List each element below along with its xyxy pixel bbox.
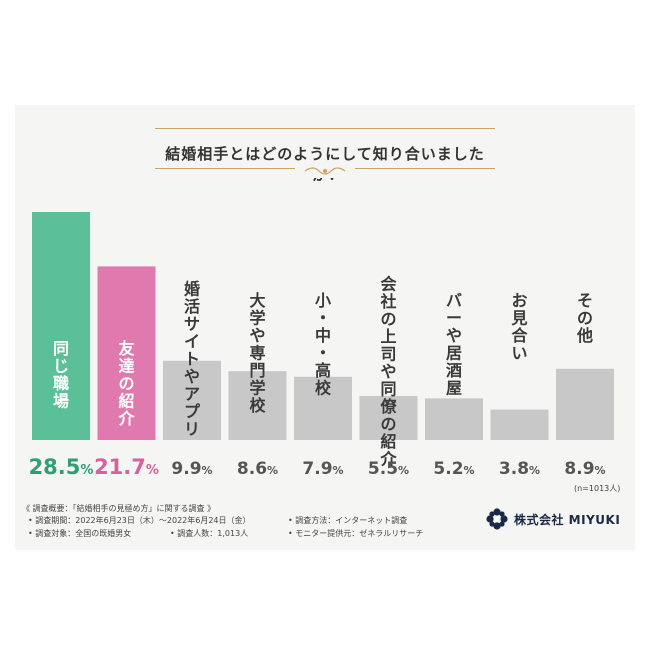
category-label-4: 大学や専門学校: [249, 291, 266, 415]
title-rule-top: [155, 128, 495, 129]
value-label-1: 28.5%: [29, 455, 94, 479]
bar-1: [32, 212, 90, 440]
value-label-7: 5.2%: [433, 459, 474, 479]
category-label-9: その他: [576, 291, 593, 345]
company-logo: 株式会社 MIYUKI: [486, 508, 620, 530]
survey-count: • 調査人数：1,013人: [170, 529, 249, 538]
sample-note: (n=1013人): [574, 484, 621, 493]
category-label-8: お見合い: [510, 291, 528, 363]
survey-target: • 調査対象：全国の既婚男女: [28, 529, 132, 538]
category-label-7: バーや居酒屋: [446, 291, 462, 398]
category-label-1: 同じ職場: [53, 339, 69, 411]
bar-6: [359, 396, 418, 440]
ornament-icon: [295, 164, 355, 178]
survey-provider: • モニター提供元：ゼネラルリサーチ: [288, 529, 424, 538]
category-label-6: 会社の上司や同僚の紹介: [379, 275, 397, 469]
value-label-3: 9.9%: [171, 459, 212, 479]
survey-period: • 調査期間：2022年6月23日（木）～2022年6月24日（金）: [28, 516, 251, 525]
company-name: 株式会社 MIYUKI: [514, 512, 621, 527]
bar-4: [228, 371, 287, 440]
value-label-6: 5.5%: [368, 459, 409, 479]
bar-2: [97, 266, 156, 440]
value-label-8: 3.8%: [499, 459, 540, 479]
bar-7: [425, 398, 483, 440]
bar-5: [294, 376, 352, 440]
value-label-5: 7.9%: [302, 459, 343, 479]
bar-9: [556, 368, 614, 440]
survey-method: • 調査方法：インターネット調査: [288, 516, 408, 525]
value-label-4: 8.6%: [237, 459, 278, 479]
survey-overview: 《 調査概要：「結婚相手の見極め方」に関する調査 》: [22, 504, 216, 513]
value-label-2: 21.7%: [94, 455, 159, 479]
category-label-2: 友達の紹介: [117, 339, 135, 428]
flower-logo-icon: [486, 508, 508, 530]
category-label-5: 小・中・高校: [315, 291, 332, 398]
value-label-9: 8.9%: [564, 459, 605, 479]
bar-8: [490, 409, 549, 440]
bar-3: [163, 360, 221, 440]
category-label-3: 婚活サイトやアプリ: [184, 280, 201, 439]
survey-footer: 《 調査概要：「結婚相手の見極め方」に関する調査 》 • 調査期間：2022年6…: [22, 500, 628, 547]
